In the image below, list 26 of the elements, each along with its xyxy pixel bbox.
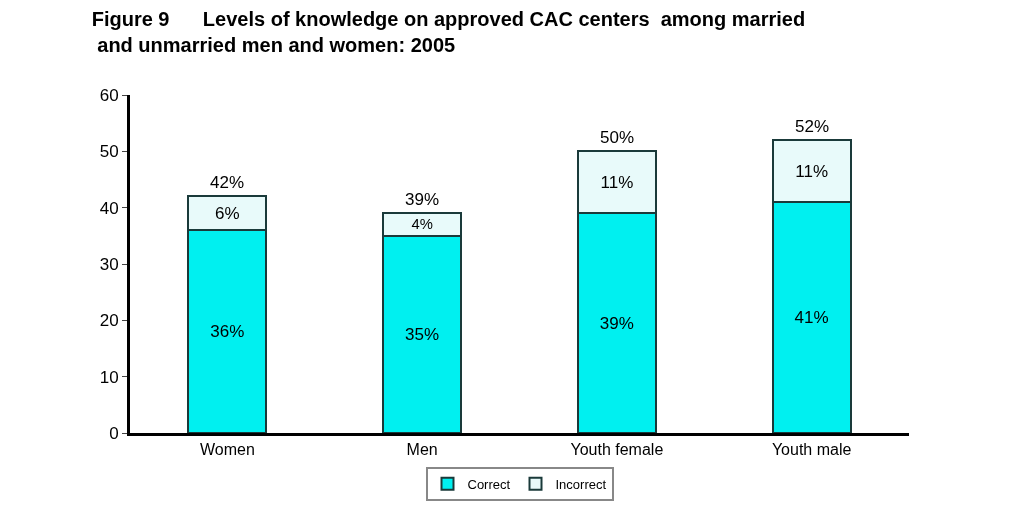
data-label: 36% — [210, 322, 245, 342]
x-tick-label: Youth male — [771, 441, 852, 459]
y-tick-label: 30 — [99, 254, 119, 274]
y-tick-label: 40 — [99, 198, 119, 218]
y-tick-label: 0 — [109, 423, 119, 443]
data-label: 11% — [795, 161, 829, 181]
total-label: 52% — [795, 117, 830, 136]
total-label: 42% — [210, 173, 245, 192]
data-label: 4% — [411, 216, 433, 233]
legend-label: Correct — [467, 476, 511, 492]
total-label: 39% — [405, 190, 440, 209]
total-label: 50% — [600, 128, 635, 147]
data-label: 6% — [215, 203, 240, 223]
x-tick-label: Women — [199, 441, 255, 459]
y-tick-label: 60 — [99, 85, 119, 105]
data-label: 11% — [600, 172, 634, 192]
x-tick-label: Youth female — [570, 441, 664, 459]
data-label: 39% — [599, 313, 634, 333]
data-label: 35% — [405, 324, 440, 344]
legend-label: Incorrect — [555, 476, 607, 492]
y-tick-label: 50 — [99, 142, 119, 162]
x-tick-label: Men — [406, 441, 438, 459]
data-label: 41% — [794, 308, 829, 328]
y-tick-label: 20 — [99, 311, 119, 331]
chart-title: Figure 9 Levels of knowledge on approved CAC centers among married and unmarried men and women: 2005 — [91, 7, 806, 56]
y-tick-label: 10 — [99, 367, 119, 387]
